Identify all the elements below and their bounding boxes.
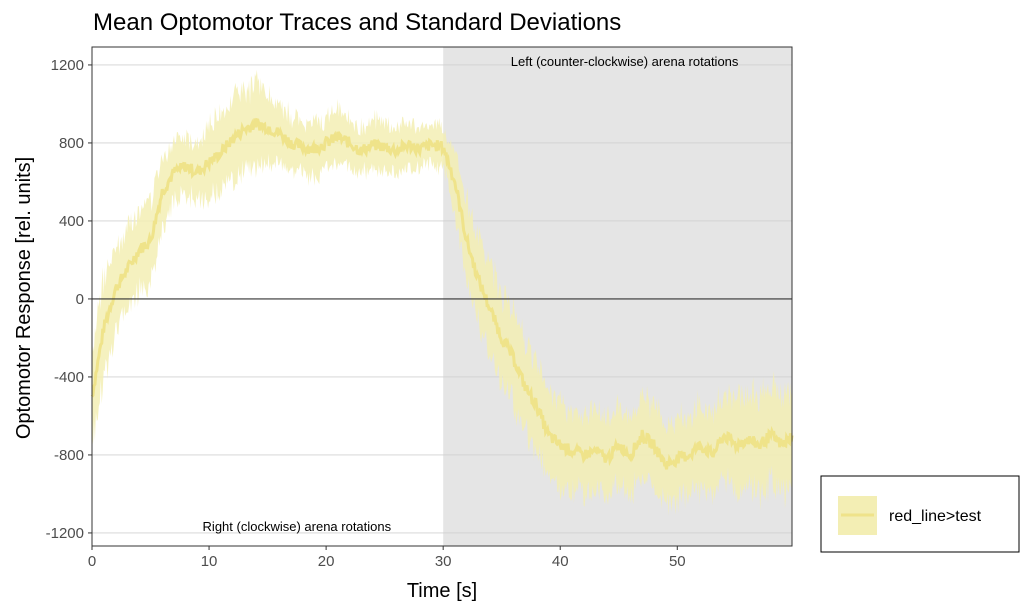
y-tick-label: 800 (59, 135, 84, 152)
x-tick-label: 20 (318, 553, 335, 570)
x-tick-label: 10 (201, 553, 218, 570)
y-tick-label: -1200 (46, 525, 84, 542)
y-tick-label: 0 (76, 291, 84, 308)
x-tick-label: 0 (88, 553, 96, 570)
x-tick-label: 50 (669, 553, 686, 570)
y-axis-label: Optomotor Response [rel. units] (13, 157, 35, 439)
mean-trace-line (90, 117, 794, 470)
legend-label: red_line>test (889, 508, 982, 525)
annotation-right-rotations: Right (clockwise) arena rotations (203, 519, 392, 534)
x-tick-label: 40 (552, 553, 569, 570)
y-tick-label: 1200 (51, 57, 84, 74)
annotation-left-rotations: Left (counter-clockwise) arena rotations (511, 54, 739, 69)
plot-border (91, 46, 793, 547)
chart-title: Mean Optomotor Traces and Standard Devia… (93, 9, 621, 36)
y-tick-label: 400 (59, 213, 84, 230)
y-tick-label: -800 (54, 447, 84, 464)
sd-band (92, 69, 792, 516)
x-axis-label: Time [s] (407, 580, 477, 602)
x-tick-label: 30 (435, 553, 452, 570)
y-tick-label: -400 (54, 369, 84, 386)
legend: red_line>test (820, 475, 1020, 553)
